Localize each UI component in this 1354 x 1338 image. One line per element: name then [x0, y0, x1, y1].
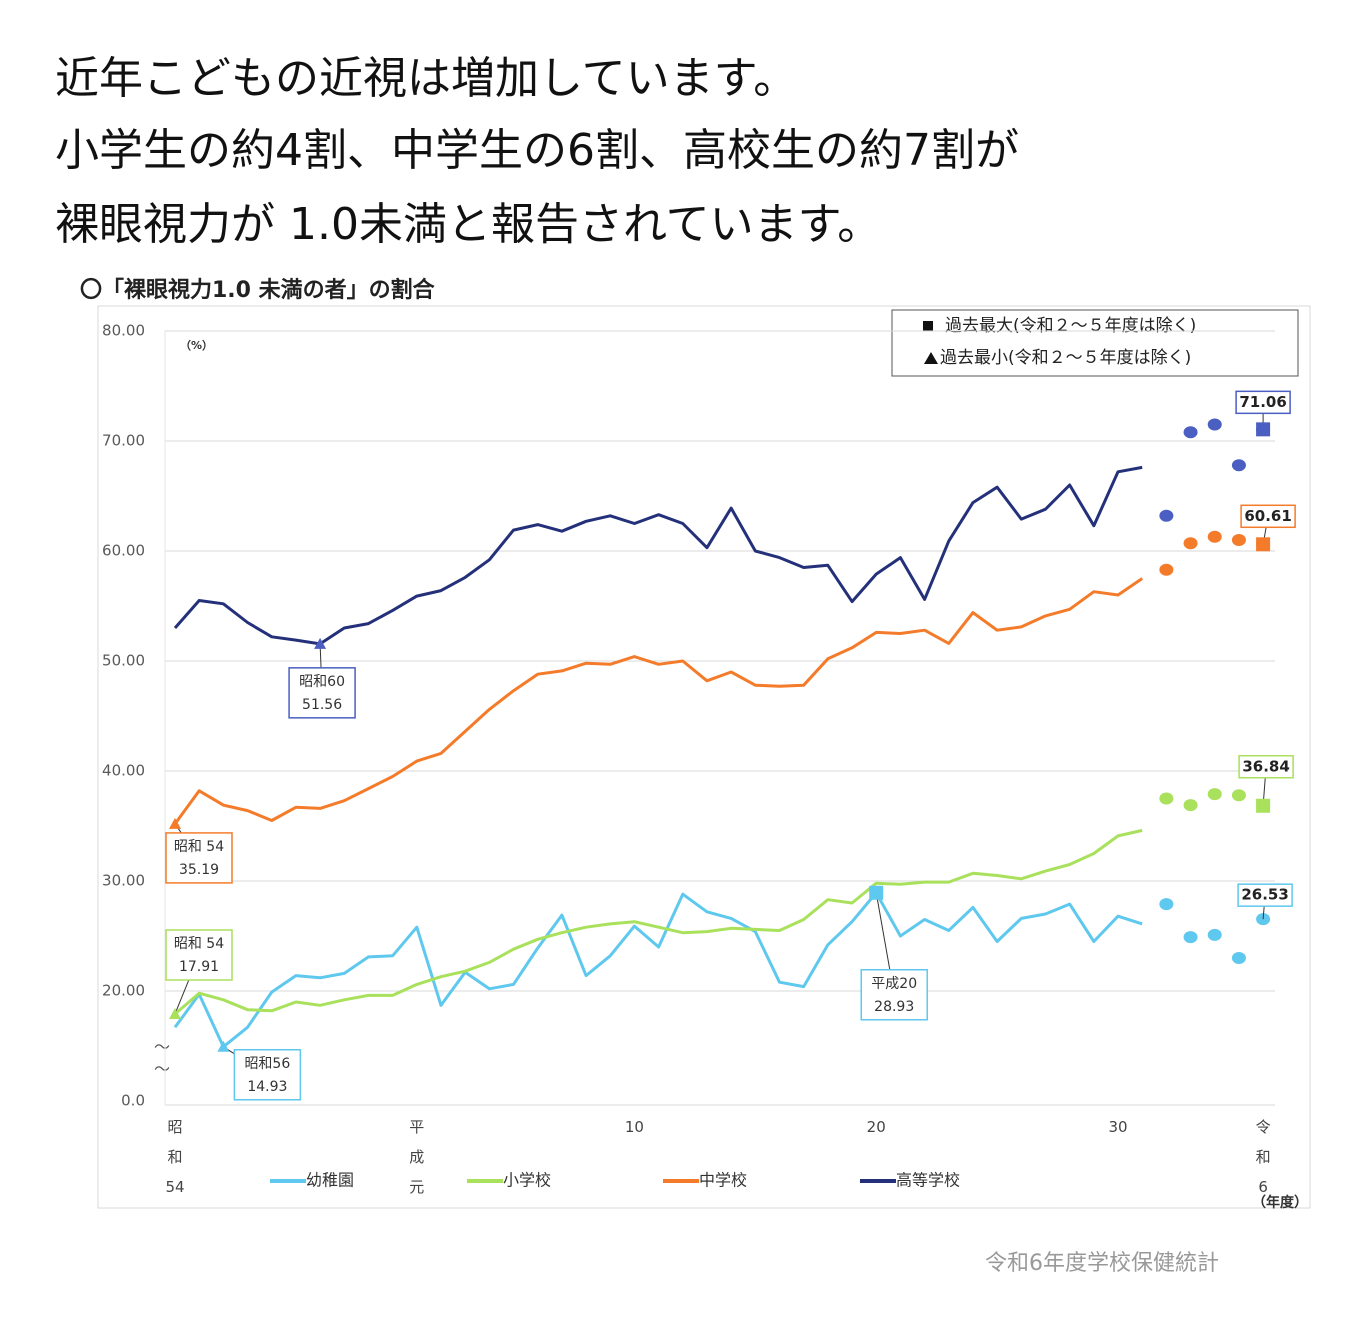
marker-point — [1231, 789, 1246, 802]
callout-label: 昭和56 — [244, 1056, 290, 1072]
callout-value: 35.19 — [179, 862, 219, 878]
callout-label: 昭和 54 — [174, 839, 224, 855]
chart-subtitle: 〇「裸眼視力1.0 未満の者」の割合 — [80, 278, 435, 303]
marker-point — [1231, 534, 1246, 546]
y-tick-label: 50.00 — [102, 652, 145, 670]
source: 令和6年度学校保健統計 — [985, 1251, 1219, 1276]
callout-box — [1237, 883, 1293, 907]
min-marker — [169, 817, 181, 829]
legend-box — [891, 309, 1299, 377]
series-line — [174, 828, 1143, 1016]
callout-box — [1235, 390, 1291, 415]
marker-point — [1207, 928, 1222, 941]
x-tick-label: 令和6 — [1255, 1118, 1271, 1196]
callout-box — [860, 969, 928, 1021]
callout-value: 36.84 — [1242, 757, 1289, 775]
callout-box — [233, 1049, 302, 1101]
y-tick-label: 60.00 — [102, 542, 145, 560]
marker-point — [1159, 509, 1174, 522]
headline: 小学生の約4割、中学生の6割、高校生の約7割が — [55, 125, 1019, 176]
legend-label: 中学校 — [699, 1171, 747, 1190]
y-tick-label: 0.0 — [121, 1092, 145, 1110]
marker-point — [1231, 459, 1246, 472]
headline: 裸眼視力が 1.0未満と報告されています。 — [55, 199, 882, 250]
legend-note: 過去最大(令和２～５年度は除く) — [945, 316, 1196, 336]
y-tick-label: 30.00 — [102, 872, 145, 890]
callout-box — [165, 832, 233, 884]
marker-point — [1183, 537, 1198, 550]
legend-label: 小学校 — [503, 1171, 551, 1190]
marker-point — [1207, 418, 1222, 431]
marker-point — [1159, 563, 1174, 576]
axis-break: ～ — [154, 1038, 170, 1057]
callout-value: 71.06 — [1239, 393, 1286, 411]
callout-box — [1240, 504, 1296, 529]
marker-point — [1183, 426, 1198, 439]
callout-box — [1238, 755, 1294, 779]
y-tick-label: 70.00 — [102, 432, 145, 450]
callout-value: 51.56 — [302, 697, 342, 713]
y-tick-label: 80.00 — [102, 322, 145, 340]
callout-box — [288, 667, 356, 719]
x-tick-label: 平成元 — [409, 1118, 425, 1196]
x-tick-label: 昭和54 — [165, 1118, 185, 1196]
series-line — [173, 577, 1144, 825]
marker-point — [1183, 931, 1198, 944]
axis-break: ～ — [154, 1060, 170, 1079]
legend-note: 過去最小(令和２～５年度は除く) — [940, 348, 1191, 368]
callout-value: 26.53 — [1241, 886, 1288, 904]
headline: 近年こどもの近視は増加しています。 — [55, 53, 798, 104]
x-unit: （年度） — [1252, 1194, 1308, 1211]
marker-point — [1159, 898, 1174, 911]
callout-label: 昭和60 — [299, 674, 345, 690]
legend-triangle — [924, 352, 938, 364]
y-tick-label: 40.00 — [102, 762, 145, 780]
min-marker — [217, 1040, 230, 1052]
legend-square — [923, 321, 933, 331]
callout-value: 17.91 — [179, 959, 219, 975]
series-line — [173, 465, 1143, 646]
y-unit: （%） — [180, 339, 213, 352]
max-marker — [869, 885, 884, 900]
legend-label: 高等学校 — [896, 1171, 960, 1190]
marker-point — [1207, 530, 1222, 543]
min-marker — [314, 637, 327, 649]
marker-point — [1207, 788, 1222, 801]
callout-value: 28.93 — [874, 999, 914, 1015]
marker-point — [1231, 952, 1246, 964]
max-marker — [1256, 537, 1271, 552]
min-marker — [169, 1007, 181, 1019]
callout-box — [165, 929, 233, 981]
callout-value: 14.93 — [247, 1079, 287, 1095]
legend-label: 幼稚園 — [306, 1171, 354, 1190]
marker-point — [1159, 792, 1174, 805]
x-tick-label: 30 — [1108, 1118, 1128, 1136]
marker-point — [1183, 799, 1198, 812]
max-marker — [1256, 422, 1271, 437]
callout-label: 昭和 54 — [174, 936, 224, 952]
chart-frame — [97, 305, 1311, 1209]
x-tick-label: 20 — [866, 1118, 886, 1136]
callout-label: 平成20 — [871, 976, 917, 992]
series-line — [173, 891, 1143, 1049]
y-tick-label: 20.00 — [102, 982, 145, 1000]
x-tick-label: 10 — [624, 1118, 644, 1136]
max-marker — [1256, 798, 1271, 813]
callout-value: 60.61 — [1244, 507, 1291, 525]
